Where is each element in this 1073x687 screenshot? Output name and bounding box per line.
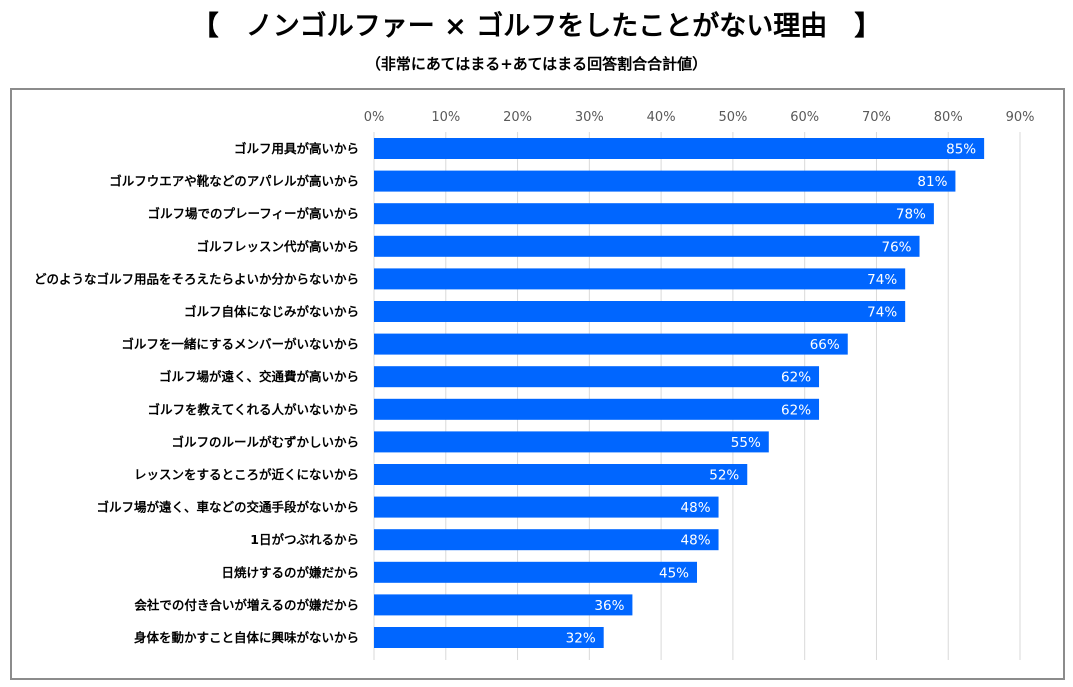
chart-title: 【 ノンゴルファー × ゴルフをしたことがない理由 】: [191, 11, 882, 42]
data-label: 32%: [566, 631, 596, 647]
bars: [374, 138, 985, 648]
bar: [374, 203, 934, 225]
bar: [374, 431, 769, 453]
data-label: 45%: [659, 565, 689, 581]
data-label: 66%: [810, 337, 840, 353]
category-label: 日焼けするのが嫌だから: [221, 565, 359, 580]
bar: [374, 170, 956, 192]
category-label: ゴルフウエアや靴などのアパレルが高いから: [109, 174, 359, 189]
category-label: ゴルフレッスン代が高いから: [196, 239, 359, 254]
bar: [374, 561, 698, 583]
x-tick-label: 90%: [1006, 110, 1035, 125]
x-tick-label: 70%: [862, 110, 891, 125]
category-label: 1日がつぶれるから: [250, 532, 359, 547]
data-label: 48%: [681, 500, 711, 516]
category-label: ゴルフを教えてくれる人がいないから: [147, 402, 359, 417]
chart-subtitle: （非常にあてはまる+あてはまる回答割合合計値）: [365, 55, 708, 73]
x-tick-label: 0%: [364, 110, 385, 125]
bar: [374, 594, 633, 616]
category-label: 身体を動かすこと自体に興味がないから: [134, 630, 359, 645]
category-label: 会社での付き合いが増えるのが嫌だから: [134, 597, 359, 612]
category-label: ゴルフのルールがむずかしいから: [171, 434, 359, 449]
data-label: 85%: [946, 142, 976, 158]
bar: [374, 529, 719, 551]
data-label: 74%: [867, 305, 897, 321]
x-tick-label: 20%: [503, 110, 532, 125]
category-label: ゴルフ用具が高いから: [234, 141, 359, 156]
data-label: 74%: [867, 272, 897, 288]
bar: [374, 138, 985, 159]
category-label: ゴルフ自体になじみがないから: [184, 304, 359, 319]
category-labels: ゴルフ用具が高いからゴルフウエアや靴などのアパレルが高いからゴルフ場でのプレーフ…: [34, 141, 359, 645]
x-tick-label: 10%: [431, 110, 460, 125]
bar: [374, 333, 848, 355]
x-tick-label: 40%: [647, 110, 676, 125]
category-label: ゴルフ場が遠く、交通費が高いから: [159, 369, 359, 384]
x-tick-label: 30%: [575, 110, 604, 125]
data-label: 62%: [781, 370, 811, 386]
bar: [374, 627, 604, 648]
bar: [374, 398, 820, 420]
bar: [374, 464, 748, 485]
x-axis-ticks: 0% 10% 20% 30% 40% 50% 60% 70% 80% 90%: [364, 110, 1035, 125]
data-label: 55%: [731, 435, 761, 451]
data-label: 62%: [781, 402, 811, 418]
x-tick-label: 80%: [934, 110, 963, 125]
category-label: ゴルフ場でのプレーフィーが高いから: [147, 206, 359, 221]
x-tick-label: 50%: [718, 110, 747, 125]
bar: [374, 366, 820, 388]
category-label: ゴルフ場が遠く、車などの交通手段がないから: [96, 500, 359, 515]
data-label: 36%: [594, 598, 624, 614]
data-label: 48%: [681, 533, 711, 549]
category-label: ゴルフを一緒にするメンバーがいないから: [121, 337, 359, 352]
category-label: どのようなゴルフ用品をそろえたらよいか分からないから: [34, 271, 359, 286]
data-label: 76%: [882, 239, 912, 255]
bar: [374, 235, 920, 257]
bar: [374, 301, 906, 322]
category-label: レッスンをするところが近くにないから: [134, 467, 359, 482]
data-labels: 85% 81% 78% 76% 74% 74% 66% 62% 62% 55% 52% 48% 48% 4…: [566, 142, 977, 647]
data-label: 52%: [709, 468, 739, 484]
bar: [374, 496, 719, 518]
bar: [374, 268, 906, 290]
bar-chart: 0% 10% 20% 30% 40% 50% 60% 70% 80% 90% ゴルフ用具が高いから…: [34, 110, 1035, 660]
data-label: 81%: [917, 174, 947, 190]
x-tick-label: 60%: [790, 110, 819, 125]
chart-frame: 0% 10% 20% 30% 40% 50% 60% 70% 80% 90% ゴルフ用具が高いから…: [10, 88, 1065, 680]
data-label: 78%: [896, 207, 926, 223]
